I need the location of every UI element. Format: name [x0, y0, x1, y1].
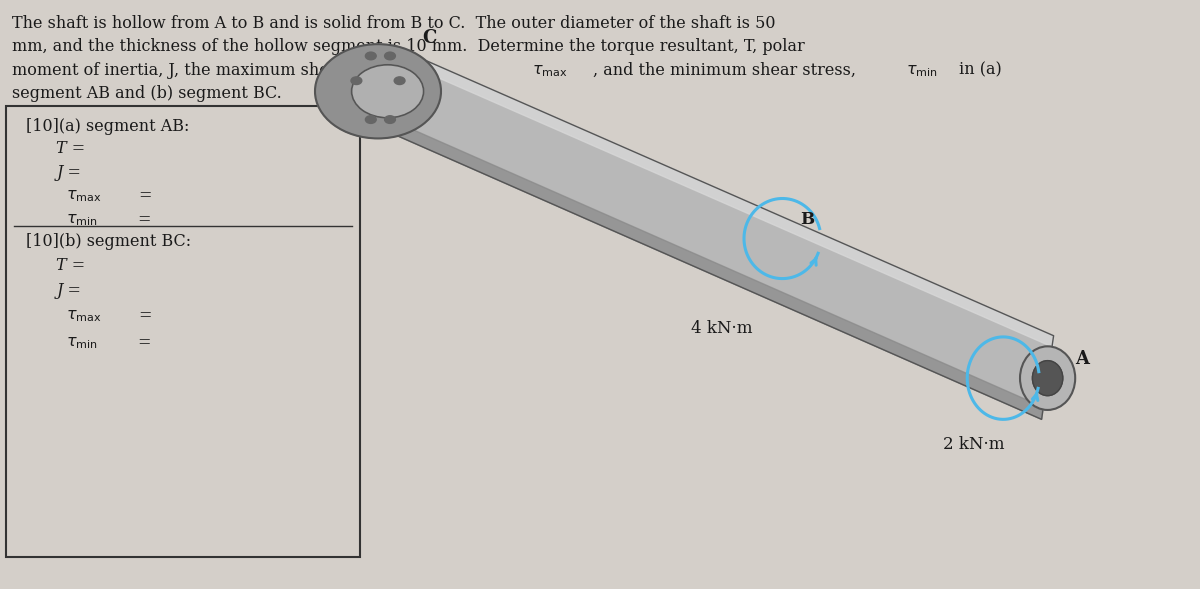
Text: , and the minimum shear stress,: , and the minimum shear stress,	[593, 62, 860, 79]
Text: The shaft is hollow from A to B and is solid from B to C.  The outer diameter of: The shaft is hollow from A to B and is s…	[12, 15, 775, 32]
Text: T =: T =	[56, 140, 85, 157]
Text: =: =	[137, 211, 150, 228]
Ellipse shape	[314, 44, 442, 138]
FancyBboxPatch shape	[6, 106, 360, 557]
Text: $\tau_\mathrm{min}$: $\tau_\mathrm{min}$	[906, 62, 937, 79]
Text: A: A	[1075, 350, 1090, 368]
Text: segment AB and (b) segment BC.: segment AB and (b) segment BC.	[12, 85, 282, 102]
Text: J =: J =	[56, 164, 82, 181]
Text: C: C	[422, 29, 437, 47]
Text: mm, and the thickness of the hollow segment is 10 mm.  Determine the torque resu: mm, and the thickness of the hollow segm…	[12, 38, 805, 55]
Ellipse shape	[352, 65, 424, 118]
Ellipse shape	[385, 116, 396, 124]
Text: in (a): in (a)	[954, 62, 1002, 79]
Ellipse shape	[385, 52, 396, 60]
Text: =: =	[138, 187, 151, 204]
Text: B: B	[800, 211, 815, 227]
Text: 2 kN·m: 2 kN·m	[943, 436, 1004, 453]
Text: 4 kN·m: 4 kN·m	[691, 320, 752, 337]
Text: [10](b) segment BC:: [10](b) segment BC:	[26, 233, 192, 250]
Text: moment of inertia, J, the maximum shear stress,: moment of inertia, J, the maximum shear …	[12, 62, 410, 79]
Polygon shape	[390, 120, 1042, 419]
Ellipse shape	[1020, 346, 1075, 410]
Ellipse shape	[366, 52, 377, 60]
Ellipse shape	[395, 77, 406, 85]
Text: [10](a) segment AB:: [10](a) segment AB:	[26, 118, 190, 135]
Ellipse shape	[366, 116, 377, 124]
Text: $\tau_\mathrm{min}$: $\tau_\mathrm{min}$	[66, 334, 97, 351]
Text: =: =	[137, 334, 150, 351]
Polygon shape	[390, 50, 1054, 419]
Text: $\tau_\mathrm{max}$: $\tau_\mathrm{max}$	[66, 307, 102, 325]
Polygon shape	[402, 50, 1054, 348]
Text: T =: T =	[56, 257, 85, 274]
Text: =: =	[138, 307, 151, 325]
Ellipse shape	[352, 77, 362, 85]
Text: J =: J =	[56, 282, 82, 299]
Text: $\tau_\mathrm{max}$: $\tau_\mathrm{max}$	[532, 62, 568, 79]
Ellipse shape	[1032, 360, 1063, 396]
Text: $\tau_\mathrm{max}$: $\tau_\mathrm{max}$	[66, 187, 102, 204]
Text: $\tau_\mathrm{min}$: $\tau_\mathrm{min}$	[66, 211, 97, 228]
